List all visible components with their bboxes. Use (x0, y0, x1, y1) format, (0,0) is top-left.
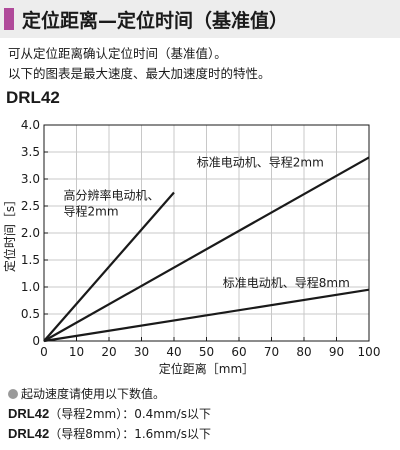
starting-speed-text: 起动速度请使用以下数值。 (21, 387, 166, 401)
x-tick-label: 30 (134, 345, 149, 359)
chart-series (43, 156, 370, 343)
intro-line-2: 以下的图表是最大速度、最大加速度时的特性。 (8, 66, 271, 81)
x-axis-label: 定位距离［mm］ (159, 361, 254, 376)
series-line-2 (43, 156, 370, 342)
spec-2-model: DRL42 (8, 426, 50, 441)
x-tick-label: 90 (329, 345, 344, 359)
intro-text: 可从定位距离确认定位时间（基准值）。 以下的图表是最大速度、最大加速度时的特性。 (8, 44, 398, 84)
y-tick-label: 0 (32, 334, 40, 348)
intro-line-1: 可从定位距离确认定位时间（基准值）。 (8, 46, 227, 61)
chart-labels: 0 10 20 30 40 50 60 70 80 90 100 0 0.5 1.0 1.5 2.0 2.5 3.… (2, 118, 380, 376)
spec-1-text: （导程2mm）：0.4mm/s以下 (49, 407, 211, 421)
y-tick-label: 0.5 (21, 307, 40, 321)
model-label: DRL42 (6, 88, 60, 107)
series-annotation-2: 标准电动机、导程2mm (197, 155, 324, 170)
x-tick-label: 20 (101, 345, 116, 359)
series-line-1 (43, 191, 175, 342)
annotation-line: 标准电动机、导程2mm (197, 155, 324, 170)
spec-1-model: DRL42 (8, 406, 50, 421)
series-line-3 (43, 288, 370, 343)
y-axis-label: 定位时间［s］ (2, 194, 17, 272)
x-tick-label: 70 (264, 345, 279, 359)
spec-row-2: DRL42（导程8mm）：1.6mm/s以下 (8, 424, 398, 444)
x-tick-label: 40 (166, 345, 181, 359)
section-title: 定位距离—定位时间（基准值） (22, 9, 289, 32)
positioning-time-chart: 0 10 20 30 40 50 60 70 80 90 100 0 0.5 1.0 1.5 2.0 2.5 3.… (2, 118, 380, 376)
annotation-line: 标准电动机、导程8mm (223, 275, 350, 290)
series-annotation-1: 高分辨率电动机、导程2mm (64, 188, 160, 219)
section-header: 定位距离—定位时间（基准值） (0, 0, 400, 38)
y-tick-label: 1.0 (21, 280, 40, 294)
y-tick-label: 3.5 (21, 145, 40, 159)
annotation-line: 高分辨率电动机、 (64, 188, 160, 203)
starting-speed-note: 起动速度请使用以下数值。 (8, 384, 398, 404)
x-tick-label: 10 (69, 345, 84, 359)
bullet-icon (8, 389, 18, 399)
y-tick-label: 2.0 (21, 226, 40, 240)
x-tick-label: 100 (358, 345, 381, 359)
y-tick-label: 1.5 (21, 253, 40, 267)
spec-2-text: （导程8mm）：1.6mm/s以下 (49, 427, 211, 441)
y-tick-label: 2.5 (21, 199, 40, 213)
y-tick-label: 3.0 (21, 172, 40, 186)
x-tick-label: 0 (40, 345, 48, 359)
x-tick-label: 60 (231, 345, 246, 359)
chart-axes (43, 124, 370, 342)
x-tick-label: 50 (199, 345, 214, 359)
notes: 起动速度请使用以下数值。 DRL42（导程2mm）：0.4mm/s以下 DRL4… (8, 384, 398, 444)
y-tick-label: 4.0 (21, 118, 40, 132)
annotation-line: 导程2mm (64, 204, 119, 219)
series-annotation-3: 标准电动机、导程8mm (223, 275, 350, 290)
section-marker (4, 8, 14, 30)
spec-row-1: DRL42（导程2mm）：0.4mm/s以下 (8, 404, 398, 424)
x-tick-label: 80 (296, 345, 311, 359)
